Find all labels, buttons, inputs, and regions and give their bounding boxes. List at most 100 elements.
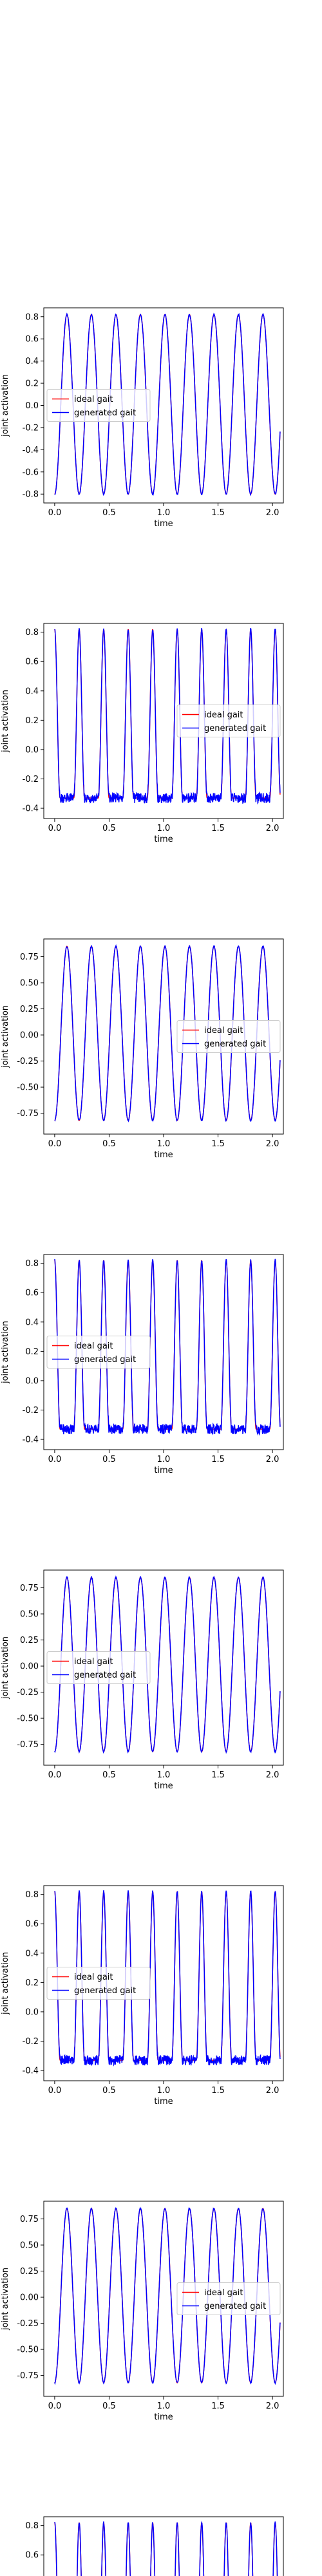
x-tick-label: 1.5 <box>211 508 225 518</box>
x-tick-label: 0.0 <box>48 1455 62 1464</box>
y-tick-label: -0.4 <box>23 1435 39 1445</box>
y-tick-label: 0.0 <box>25 2007 39 2017</box>
y-tick-label: -0.2 <box>23 1406 39 1416</box>
x-tick-label: 1.0 <box>157 1455 171 1464</box>
y-tick-label: -0.6 <box>23 468 39 477</box>
y-tick-label: 0.75 <box>20 1584 39 1593</box>
y-axis-label: joint activation <box>1 1952 10 2015</box>
y-tick-label: 0.75 <box>20 952 39 962</box>
x-tick-label: 1.0 <box>157 2401 171 2411</box>
x-tick-label: 1.0 <box>157 508 171 518</box>
y-axis-label: joint activation <box>1 690 10 753</box>
legend-entry-label: ideal gait <box>204 2288 243 2298</box>
x-tick-label: 0.5 <box>102 2401 116 2411</box>
y-tick-label: 0.00 <box>20 1031 39 1041</box>
legend-box <box>46 1967 151 2000</box>
y-tick-label: 0.2 <box>25 1347 39 1357</box>
y-tick-label: 0.6 <box>25 335 39 345</box>
y-tick-label: -0.25 <box>17 1688 39 1698</box>
y-tick-label: 0.2 <box>25 379 39 389</box>
subplot-7: 0.0 0.5 1.0 1.5 2.0 -0.75 -0.50 -0.25 0.00 0.25 0.… <box>1 2201 284 2422</box>
legend-entry-label: generated gait <box>74 1671 136 1680</box>
x-tick-label: 1.5 <box>211 2401 225 2411</box>
subplot-2: 0.0 0.5 1.0 1.5 2.0 -0.4 -0.2 0.0 0.2 0.4 0.6 0.8 ti… <box>1 623 284 844</box>
legend-box <box>176 705 281 737</box>
series-line-ideal-gait <box>54 2522 278 2576</box>
legend: ideal gait generated gait <box>46 1336 151 1368</box>
x-tick-label: 2.0 <box>266 508 279 518</box>
y-tick-label: 0.8 <box>25 312 39 322</box>
x-tick-label: 0.5 <box>102 824 116 833</box>
series-line-generated-gait <box>54 2206 281 2385</box>
x-tick-label: 0.0 <box>48 2401 62 2411</box>
x-tick-label: 1.5 <box>211 2086 225 2096</box>
series-line-generated-gait <box>54 1890 281 2067</box>
x-axis-label: time <box>154 1150 173 1160</box>
legend-entry-label: ideal gait <box>74 1657 113 1667</box>
series-line-generated-gait <box>54 312 281 497</box>
y-tick-label: -0.75 <box>17 1740 39 1750</box>
y-tick-label: 0.25 <box>20 1636 39 1645</box>
x-tick-label: 0.0 <box>48 2086 62 2096</box>
y-tick-label: -0.75 <box>17 1109 39 1119</box>
x-tick-label: 1.0 <box>157 1770 171 1780</box>
legend-box <box>176 2282 281 2315</box>
y-tick-label: 0.50 <box>20 2241 39 2251</box>
x-tick-label: 0.0 <box>48 508 62 518</box>
legend-entry-label: generated gait <box>74 408 136 418</box>
subplot-4: 0.0 0.5 1.0 1.5 2.0 -0.4 -0.2 0.0 0.2 0.4 0.6 0.8 ti… <box>1 1254 284 1475</box>
x-tick-label: 0.5 <box>102 2086 116 2096</box>
legend-entry-label: generated gait <box>204 1039 266 1049</box>
y-tick-label: 0.2 <box>25 716 39 726</box>
y-axis-label: joint activation <box>1 1321 10 1384</box>
legend-entry-label: generated gait <box>74 1355 136 1365</box>
x-tick-label: 2.0 <box>266 1770 279 1780</box>
subplot-8: 0.00.51.01.52.0-0.4-0.20.00.20.40.60.8ti… <box>25 2516 284 2576</box>
x-tick-label: 2.0 <box>266 1139 279 1149</box>
y-tick-label: -0.2 <box>23 775 39 784</box>
x-tick-label: 0.0 <box>48 1770 62 1780</box>
x-tick-label: 1.0 <box>157 1139 171 1149</box>
x-tick-label: 0.5 <box>102 1455 116 1464</box>
legend-entry-label: ideal gait <box>204 710 243 720</box>
x-axis-label: time <box>154 1466 173 1475</box>
x-axis-label: time <box>154 1781 173 1791</box>
y-tick-label: 0.00 <box>20 1662 39 1672</box>
y-tick-label: 0.8 <box>25 628 39 638</box>
y-tick-label: 0.0 <box>25 401 39 411</box>
series-line-generated-gait <box>54 1575 281 1754</box>
y-tick-label: -0.4 <box>23 446 39 455</box>
legend: ideal gait generated gait <box>46 1651 151 1684</box>
legend-entry-label: ideal gait <box>74 395 113 404</box>
y-tick-label: 0.6 <box>25 1920 39 1929</box>
x-tick-label: 2.0 <box>266 2401 279 2411</box>
y-tick-label: 0.75 <box>20 2215 39 2224</box>
y-tick-label: -0.8 <box>23 490 39 500</box>
y-tick-label: -0.50 <box>17 1083 39 1093</box>
x-tick-label: 0.0 <box>48 1139 62 1149</box>
legend: ideal gait generated gait <box>176 705 281 737</box>
legend-entry-label: ideal gait <box>74 1341 113 1351</box>
axes-frame <box>43 2516 284 2576</box>
legend-entry-label: generated gait <box>204 2302 266 2311</box>
legend-box <box>176 1020 281 1053</box>
y-tick-label: 0.6 <box>25 658 39 667</box>
x-tick-label: 0.5 <box>102 1139 116 1149</box>
subplot-6: 0.0 0.5 1.0 1.5 2.0 -0.4 -0.2 0.0 0.2 0.4 0.6 0.8 ti… <box>1 1885 284 2107</box>
y-tick-label: 0.25 <box>20 1005 39 1014</box>
x-axis-label: time <box>154 2412 173 2422</box>
y-tick-label: -0.25 <box>17 1057 39 1066</box>
series-line-generated-gait <box>54 2521 278 2576</box>
y-tick-label: 0.8 <box>25 1259 39 1269</box>
legend-box <box>46 1336 151 1368</box>
series-line-generated-gait <box>54 944 281 1122</box>
x-tick-label: 1.5 <box>211 1455 225 1464</box>
legend-entry-label: ideal gait <box>204 1026 243 1036</box>
y-tick-label: 0.0 <box>25 745 39 755</box>
y-tick-label: 0.00 <box>20 2293 39 2303</box>
legend-box <box>46 1651 151 1684</box>
y-axis-label: joint activation <box>1 1005 10 1068</box>
legend-entry-label: generated gait <box>74 1986 136 1996</box>
y-tick-label: 0.6 <box>25 2551 39 2561</box>
